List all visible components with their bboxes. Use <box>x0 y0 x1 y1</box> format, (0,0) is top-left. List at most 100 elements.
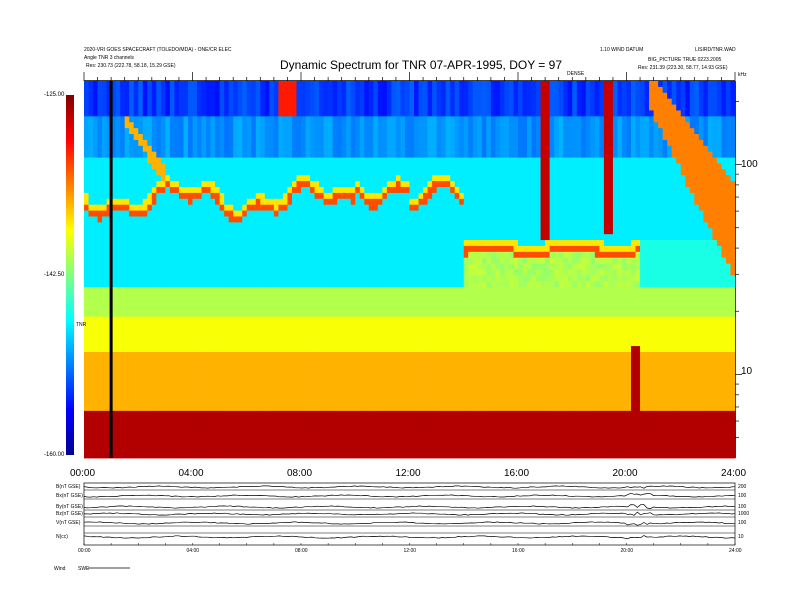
spectrum-cell <box>160 428 166 435</box>
spectrum-cell <box>120 375 126 382</box>
spectrum-cell <box>350 375 356 382</box>
spectrum-cell <box>169 122 175 129</box>
spectrum-cell <box>359 399 365 406</box>
spectrum-cell <box>414 198 419 206</box>
spectrum-cell <box>332 187 338 194</box>
spectrum-cell <box>133 110 139 117</box>
spectrum-cell <box>165 98 171 105</box>
spectrum-cell <box>291 104 297 111</box>
spectrum-cell <box>174 375 180 382</box>
spectrum-cell <box>151 251 157 259</box>
spectrum-cell <box>423 281 428 288</box>
spectrum-cell <box>169 452 175 459</box>
spectrum-cell <box>264 198 270 206</box>
spectrum-cell <box>400 86 406 94</box>
spectrum-cell <box>120 92 126 100</box>
spectrum-cell <box>400 240 406 247</box>
spectrum-cell <box>183 428 189 435</box>
spectrum-cell <box>187 434 193 441</box>
spectrum-cell <box>192 375 198 382</box>
spectrum-cell <box>423 222 428 229</box>
spectrum-cell <box>120 98 126 105</box>
spectrum-cell <box>323 446 329 453</box>
spectrum-cell <box>93 240 98 247</box>
spectrum-cell <box>264 145 270 153</box>
spectrum-cell <box>395 169 401 176</box>
spectrum-cell <box>414 310 419 318</box>
spectrum-cell <box>386 181 392 188</box>
spectrum-cell <box>319 275 324 282</box>
spectrum-cell <box>106 251 112 259</box>
spectrum-cell <box>305 204 311 211</box>
spectrum-cell <box>84 122 89 129</box>
spectrum-cell <box>337 440 343 447</box>
spectrum-cell <box>178 328 184 335</box>
spectrum-cell <box>346 187 352 194</box>
spectrum-cell <box>210 404 216 412</box>
spectrum-cell <box>310 316 315 323</box>
spectrum-cell <box>382 322 388 329</box>
spectrum-cell <box>296 128 302 135</box>
spectrum-cell <box>323 269 329 276</box>
spectrum-cell <box>323 122 329 129</box>
spectrum-cell <box>138 369 144 376</box>
spectrum-cell <box>386 346 392 353</box>
spectrum-cell <box>178 134 184 141</box>
spectrum-cell <box>432 92 438 100</box>
spectrum-cell <box>201 410 207 418</box>
spectrum-cell <box>102 357 107 365</box>
spectrum-cell <box>124 404 130 412</box>
spectrum-cell <box>138 434 144 441</box>
spectrum-cell <box>364 310 370 318</box>
spectrum-cell <box>346 281 352 288</box>
spectrum-cell <box>174 357 180 365</box>
spectrum-cell <box>301 363 306 371</box>
spectrum-cell <box>219 346 225 353</box>
spectrum-cell <box>84 434 89 441</box>
spectrum-cell <box>323 334 329 341</box>
spectrum-cell <box>377 281 383 288</box>
spectrum-cell <box>224 434 230 441</box>
spectrum-cell <box>395 369 401 376</box>
spectrum-cell <box>273 245 279 253</box>
spectrum-cell <box>102 98 107 105</box>
spectrum-cell <box>156 334 162 341</box>
spectrum-cell <box>319 251 324 259</box>
spectrum-cell <box>423 304 428 312</box>
spectrum-cell <box>373 287 379 294</box>
spectrum-cell <box>355 245 361 253</box>
spectrum-cell <box>88 128 94 135</box>
spectrum-cell <box>269 187 275 194</box>
spectrum-cell <box>305 340 311 347</box>
spectrum-cell <box>124 251 130 259</box>
spectrum-cell <box>93 157 98 164</box>
spectrum-cell <box>147 275 153 282</box>
spectrum-cell <box>382 340 388 347</box>
spectrum-cell <box>219 104 225 111</box>
spectrum-cell <box>355 175 361 182</box>
spectrum-cell <box>341 363 347 371</box>
spectrum-cell <box>418 198 424 206</box>
spectrum-cell <box>296 340 302 347</box>
spectrum-cell <box>332 298 338 306</box>
spectrum-cell <box>178 357 184 365</box>
spectrum-cell <box>382 181 388 188</box>
spectrum-cell <box>129 322 135 329</box>
spectrum-cell <box>160 351 166 359</box>
spectrum-cell <box>341 422 347 429</box>
spectrum-cell <box>237 128 243 135</box>
spectrum-cell <box>120 275 126 282</box>
spectrum-cell <box>142 251 148 259</box>
spectrum-cell <box>341 410 347 418</box>
spectrum-cell <box>224 440 230 447</box>
spectrum-cell <box>242 157 248 164</box>
spectrum-cell <box>301 145 306 153</box>
spectrum-cell <box>409 304 415 312</box>
spectrum-cell <box>282 245 288 253</box>
spectrum-cell <box>93 404 98 412</box>
spectrum-cell <box>301 340 306 347</box>
spectrum-cell <box>178 204 184 211</box>
spectrum-cell <box>88 192 94 200</box>
spectrum-cell <box>310 81 315 88</box>
spectrum-cell <box>319 81 324 88</box>
